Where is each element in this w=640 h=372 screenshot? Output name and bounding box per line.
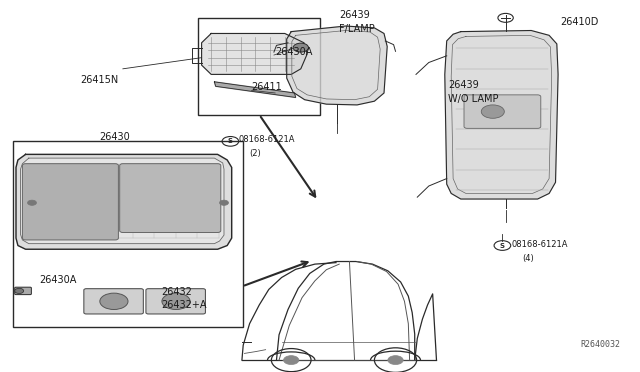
FancyBboxPatch shape [464, 95, 541, 128]
Text: 26439: 26439 [339, 10, 370, 20]
Text: 26432: 26432 [161, 288, 192, 297]
Circle shape [100, 293, 128, 310]
Text: 26430A: 26430A [40, 275, 77, 285]
Text: (4): (4) [522, 254, 534, 263]
Circle shape [481, 105, 504, 118]
Text: 26410D: 26410D [560, 17, 598, 27]
Circle shape [28, 200, 36, 205]
Text: S: S [228, 138, 233, 144]
Text: S: S [500, 243, 505, 248]
Bar [13, 141, 243, 327]
Text: 26430A: 26430A [275, 47, 312, 57]
Text: W/O LAMP: W/O LAMP [448, 94, 499, 103]
FancyBboxPatch shape [120, 164, 221, 232]
FancyBboxPatch shape [15, 287, 31, 295]
Text: 08168-6121A: 08168-6121A [239, 135, 295, 144]
Polygon shape [445, 31, 558, 199]
Polygon shape [20, 158, 224, 244]
Polygon shape [16, 154, 232, 249]
Text: 08168-6121A: 08168-6121A [512, 240, 568, 249]
Circle shape [388, 356, 403, 365]
FancyBboxPatch shape [146, 289, 205, 314]
Text: 26430: 26430 [99, 132, 130, 142]
Text: 26411: 26411 [252, 83, 282, 92]
FancyBboxPatch shape [84, 289, 143, 314]
Text: 26432+A: 26432+A [161, 300, 207, 310]
Circle shape [220, 200, 228, 205]
Circle shape [162, 293, 190, 310]
Text: 26439: 26439 [448, 80, 479, 90]
Circle shape [293, 43, 308, 52]
Circle shape [284, 356, 299, 365]
Polygon shape [202, 33, 307, 74]
Polygon shape [287, 26, 387, 105]
Text: R2640032: R2640032 [581, 340, 621, 349]
Bar [198, 18, 320, 115]
Text: F/LAMP: F/LAMP [339, 24, 375, 34]
Text: (2): (2) [250, 149, 261, 158]
Text: 26415N: 26415N [80, 75, 118, 85]
FancyBboxPatch shape [22, 164, 118, 240]
Circle shape [15, 288, 24, 294]
Polygon shape [214, 82, 296, 97]
